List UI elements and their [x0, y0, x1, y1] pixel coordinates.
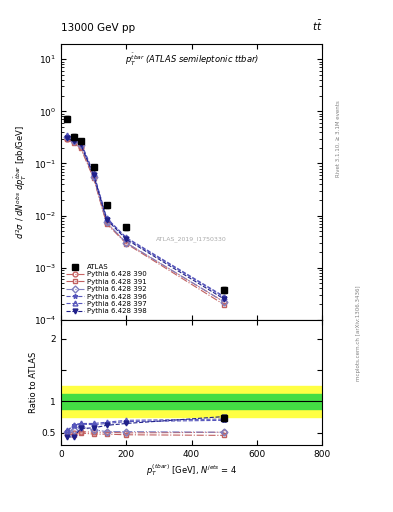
Pythia 6.428 392: [222, 299, 227, 305]
Pythia 6.428 392: [104, 219, 109, 225]
Pythia 6.428 390: [222, 299, 227, 305]
Pythia 6.428 391: [104, 221, 109, 227]
Pythia 6.428 398: [124, 236, 129, 242]
Pythia 6.428 391: [65, 136, 70, 142]
Pythia 6.428 390: [65, 136, 70, 142]
Pythia 6.428 396: [65, 133, 70, 139]
Pythia 6.428 397: [222, 293, 227, 300]
Text: Rivet 3.1.10, ≥ 3.1M events: Rivet 3.1.10, ≥ 3.1M events: [336, 100, 341, 177]
Line: Pythia 6.428 397: Pythia 6.428 397: [65, 133, 227, 299]
Pythia 6.428 390: [72, 139, 76, 145]
Pythia 6.428 397: [72, 135, 76, 141]
Pythia 6.428 390: [91, 175, 96, 181]
Legend: ATLAS, Pythia 6.428 390, Pythia 6.428 391, Pythia 6.428 392, Pythia 6.428 396, P: ATLAS, Pythia 6.428 390, Pythia 6.428 39…: [64, 262, 149, 316]
Pythia 6.428 398: [222, 296, 227, 302]
Line: Pythia 6.428 392: Pythia 6.428 392: [65, 135, 227, 305]
Pythia 6.428 392: [78, 142, 83, 148]
Y-axis label: $d^2\sigma\ /\ dN^{obs}\ dp^{\bar{t}bar}_{T}$ [pb/GeV]: $d^2\sigma\ /\ dN^{obs}\ dp^{\bar{t}bar}…: [13, 125, 29, 239]
Pythia 6.428 397: [65, 133, 70, 139]
Pythia 6.428 398: [72, 138, 76, 144]
Pythia 6.428 397: [104, 215, 109, 221]
Pythia 6.428 397: [91, 170, 96, 176]
Pythia 6.428 390: [104, 220, 109, 226]
Text: $t\bar{t}$: $t\bar{t}$: [312, 19, 322, 33]
Pythia 6.428 391: [91, 175, 96, 181]
Pythia 6.428 392: [124, 240, 129, 246]
Pythia 6.428 392: [72, 138, 76, 144]
Line: Pythia 6.428 396: Pythia 6.428 396: [65, 134, 227, 300]
Pythia 6.428 398: [78, 141, 83, 147]
Pythia 6.428 391: [222, 302, 227, 308]
Text: $p_T^{\bar{t}bar}$ (ATLAS semileptonic ttbar): $p_T^{\bar{t}bar}$ (ATLAS semileptonic t…: [125, 52, 259, 68]
Pythia 6.428 390: [124, 240, 129, 246]
Pythia 6.428 390: [78, 143, 83, 150]
Pythia 6.428 391: [72, 140, 76, 146]
Pythia 6.428 392: [65, 135, 70, 141]
Text: ATLAS_2019_I1750330: ATLAS_2019_I1750330: [156, 237, 227, 243]
Y-axis label: Ratio to ATLAS: Ratio to ATLAS: [29, 352, 37, 413]
Pythia 6.428 397: [78, 138, 83, 144]
Text: 13000 GeV pp: 13000 GeV pp: [61, 23, 135, 33]
Pythia 6.428 396: [72, 136, 76, 142]
Pythia 6.428 391: [78, 145, 83, 151]
Pythia 6.428 398: [65, 135, 70, 141]
X-axis label: $p^{(tbar)}_T$ [GeV], $N^{jets}$ = 4: $p^{(tbar)}_T$ [GeV], $N^{jets}$ = 4: [146, 462, 237, 478]
Pythia 6.428 397: [124, 234, 129, 241]
Pythia 6.428 396: [222, 294, 227, 301]
Pythia 6.428 396: [91, 170, 96, 177]
Pythia 6.428 398: [91, 172, 96, 178]
Line: Pythia 6.428 398: Pythia 6.428 398: [65, 136, 227, 302]
Pythia 6.428 392: [91, 174, 96, 180]
Text: mcplots.cern.ch [arXiv:1306.3436]: mcplots.cern.ch [arXiv:1306.3436]: [356, 285, 361, 380]
Line: Pythia 6.428 390: Pythia 6.428 390: [65, 136, 227, 305]
Line: Pythia 6.428 391: Pythia 6.428 391: [65, 137, 227, 307]
Pythia 6.428 396: [104, 216, 109, 222]
Pythia 6.428 391: [124, 241, 129, 247]
Pythia 6.428 396: [78, 139, 83, 145]
Pythia 6.428 398: [104, 217, 109, 223]
Pythia 6.428 396: [124, 235, 129, 241]
